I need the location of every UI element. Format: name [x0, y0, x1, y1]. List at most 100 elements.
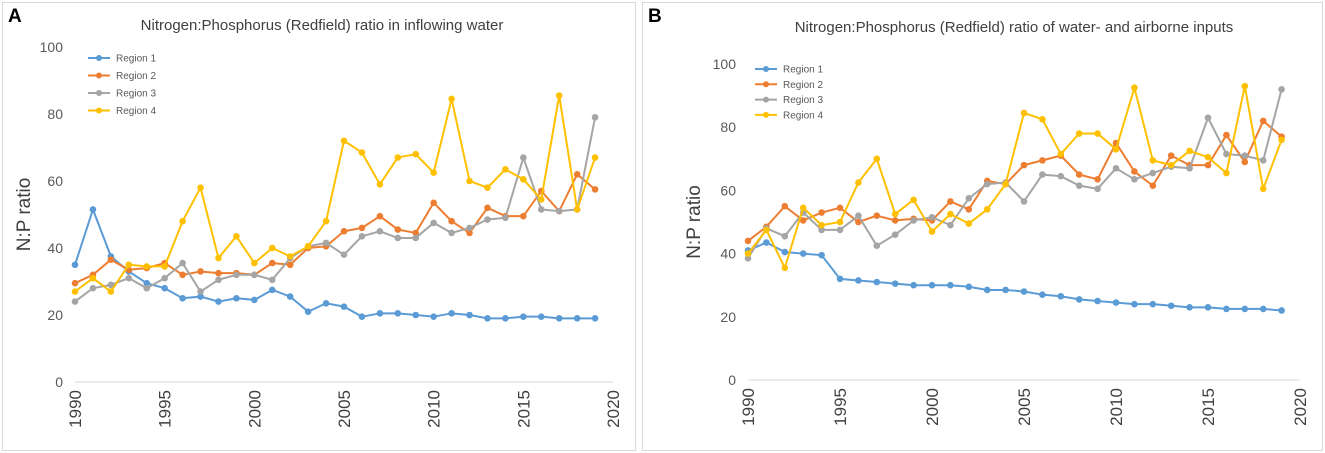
data-point-b-region-4: [1259, 185, 1267, 193]
y-tick-label-b: 40: [720, 246, 736, 262]
data-point-a-region-1: [322, 299, 330, 307]
legend-label-b-region-1: Region 1: [783, 65, 823, 76]
data-point-b-region-1: [1241, 305, 1249, 313]
data-point-a-region-4: [143, 263, 151, 270]
data-point-a-region-4: [537, 196, 545, 203]
data-point-a-region-4: [502, 165, 509, 173]
data-point-b-region-2: [1223, 131, 1230, 139]
data-point-a-region-3: [555, 207, 563, 215]
data-point-a-region-2: [376, 212, 384, 220]
data-point-a-region-1: [161, 284, 168, 292]
data-point-a-region-1: [520, 313, 527, 320]
data-point-b-region-1: [1131, 300, 1138, 308]
data-point-a-region-1: [215, 298, 222, 305]
data-point-a-region-2: [591, 186, 599, 193]
data-point-b-region-4: [910, 196, 917, 204]
data-point-a-region-4: [340, 137, 348, 145]
data-point-a-region-3: [591, 114, 599, 121]
data-point-b-region-2: [855, 218, 862, 226]
data-point-a-region-2: [520, 212, 527, 220]
data-point-a-region-4: [233, 232, 240, 240]
data-point-a-region-4: [448, 95, 455, 103]
y-tick-label-b: 0: [728, 372, 736, 388]
data-point-b-region-1: [873, 278, 881, 286]
data-point-a-region-1: [376, 310, 384, 317]
data-point-b-region-3: [1057, 172, 1065, 180]
data-point-b-region-3: [744, 255, 752, 262]
data-point-b-region-4: [891, 210, 899, 218]
data-point-b-region-3: [1259, 157, 1267, 164]
data-point-a-region-4: [197, 184, 204, 191]
data-point-a-region-4: [412, 150, 420, 158]
data-point-a-region-4: [215, 254, 222, 262]
data-point-b-region-3: [910, 217, 917, 224]
data-point-b-region-4: [965, 220, 973, 227]
data-point-b-region-3: [1278, 85, 1285, 93]
chart-title-a: Nitrogen:Phosphorus (Redfield) ratio in …: [141, 17, 504, 34]
data-point-b-region-3: [1186, 164, 1193, 172]
data-point-a-region-4: [591, 154, 599, 161]
data-point-b-region-1: [1186, 304, 1193, 311]
data-point-a-region-2: [340, 227, 348, 235]
x-tick-label-b: 1995: [831, 388, 850, 426]
x-tick-label-a: 1990: [66, 390, 85, 428]
data-point-b-region-4: [818, 221, 825, 229]
data-point-b-region-4: [1094, 130, 1101, 137]
data-point-a-region-3: [71, 298, 79, 305]
data-point-b-region-2: [799, 217, 807, 224]
data-point-b-region-4: [763, 226, 770, 234]
data-point-a-region-3: [179, 259, 186, 267]
data-point-b-region-2: [1259, 117, 1267, 125]
data-point-b-region-2: [965, 206, 973, 213]
data-point-b-region-1: [891, 280, 899, 287]
data-point-a-region-2: [484, 204, 491, 212]
legend-marker-a-region-2: [96, 72, 102, 79]
data-point-a-region-1: [358, 313, 366, 320]
data-point-a-region-4: [358, 149, 366, 156]
data-point-b-region-3: [781, 232, 789, 240]
data-point-b-region-4: [799, 204, 807, 212]
x-tick-label-b: 1990: [739, 388, 758, 426]
y-axis-label-a: N:P ratio: [14, 178, 35, 252]
data-point-b-region-1: [799, 250, 807, 257]
data-point-b-region-1: [855, 277, 862, 284]
data-point-b-region-1: [965, 283, 973, 291]
y-tick-label-b: 20: [720, 309, 736, 325]
chart-frame-a: [2, 2, 636, 451]
x-tick-label-b: 2015: [1199, 388, 1218, 426]
data-point-a-region-4: [251, 259, 258, 267]
series-line-b-region-2: [747, 119, 1283, 242]
data-point-a-region-3: [197, 288, 204, 295]
data-point-b-region-3: [818, 226, 825, 234]
data-point-a-region-1: [268, 286, 276, 294]
x-tick-label-a: 2015: [514, 390, 533, 428]
data-point-a-region-4: [555, 92, 563, 99]
x-tick-label-b: 2000: [923, 388, 942, 426]
data-point-a-region-4: [304, 243, 312, 250]
data-point-a-region-3: [268, 276, 276, 284]
data-point-b-region-2: [873, 212, 881, 219]
data-point-a-region-2: [466, 229, 473, 237]
data-point-b-region-1: [1020, 288, 1028, 295]
data-point-a-region-1: [143, 279, 151, 287]
data-point-b-region-4: [1167, 161, 1175, 169]
data-point-b-region-3: [836, 226, 844, 234]
data-point-b-region-3: [873, 242, 881, 249]
data-point-a-region-1: [197, 293, 204, 300]
data-point-b-region-1: [1075, 296, 1083, 303]
data-point-a-region-4: [161, 263, 168, 270]
data-point-b-region-3: [947, 221, 954, 229]
data-point-b-region-1: [947, 281, 954, 289]
data-point-b-region-3: [1131, 176, 1138, 183]
data-point-a-region-3: [322, 239, 330, 247]
data-point-a-region-4: [520, 176, 527, 183]
x-tick-label-b: 2010: [1107, 388, 1126, 426]
panel-letter-b: B: [648, 6, 662, 27]
data-point-b-region-1: [1223, 305, 1230, 313]
chart-panel-b: B Nitrogen:Phosphorus (Redfield) ratio o…: [640, 0, 1325, 453]
data-point-b-region-3: [928, 213, 936, 221]
data-point-a-region-4: [107, 288, 115, 295]
legend-label-b-region-2: Region 2: [783, 80, 823, 91]
chart-frame-b: [642, 2, 1323, 451]
data-point-a-region-3: [412, 234, 420, 242]
